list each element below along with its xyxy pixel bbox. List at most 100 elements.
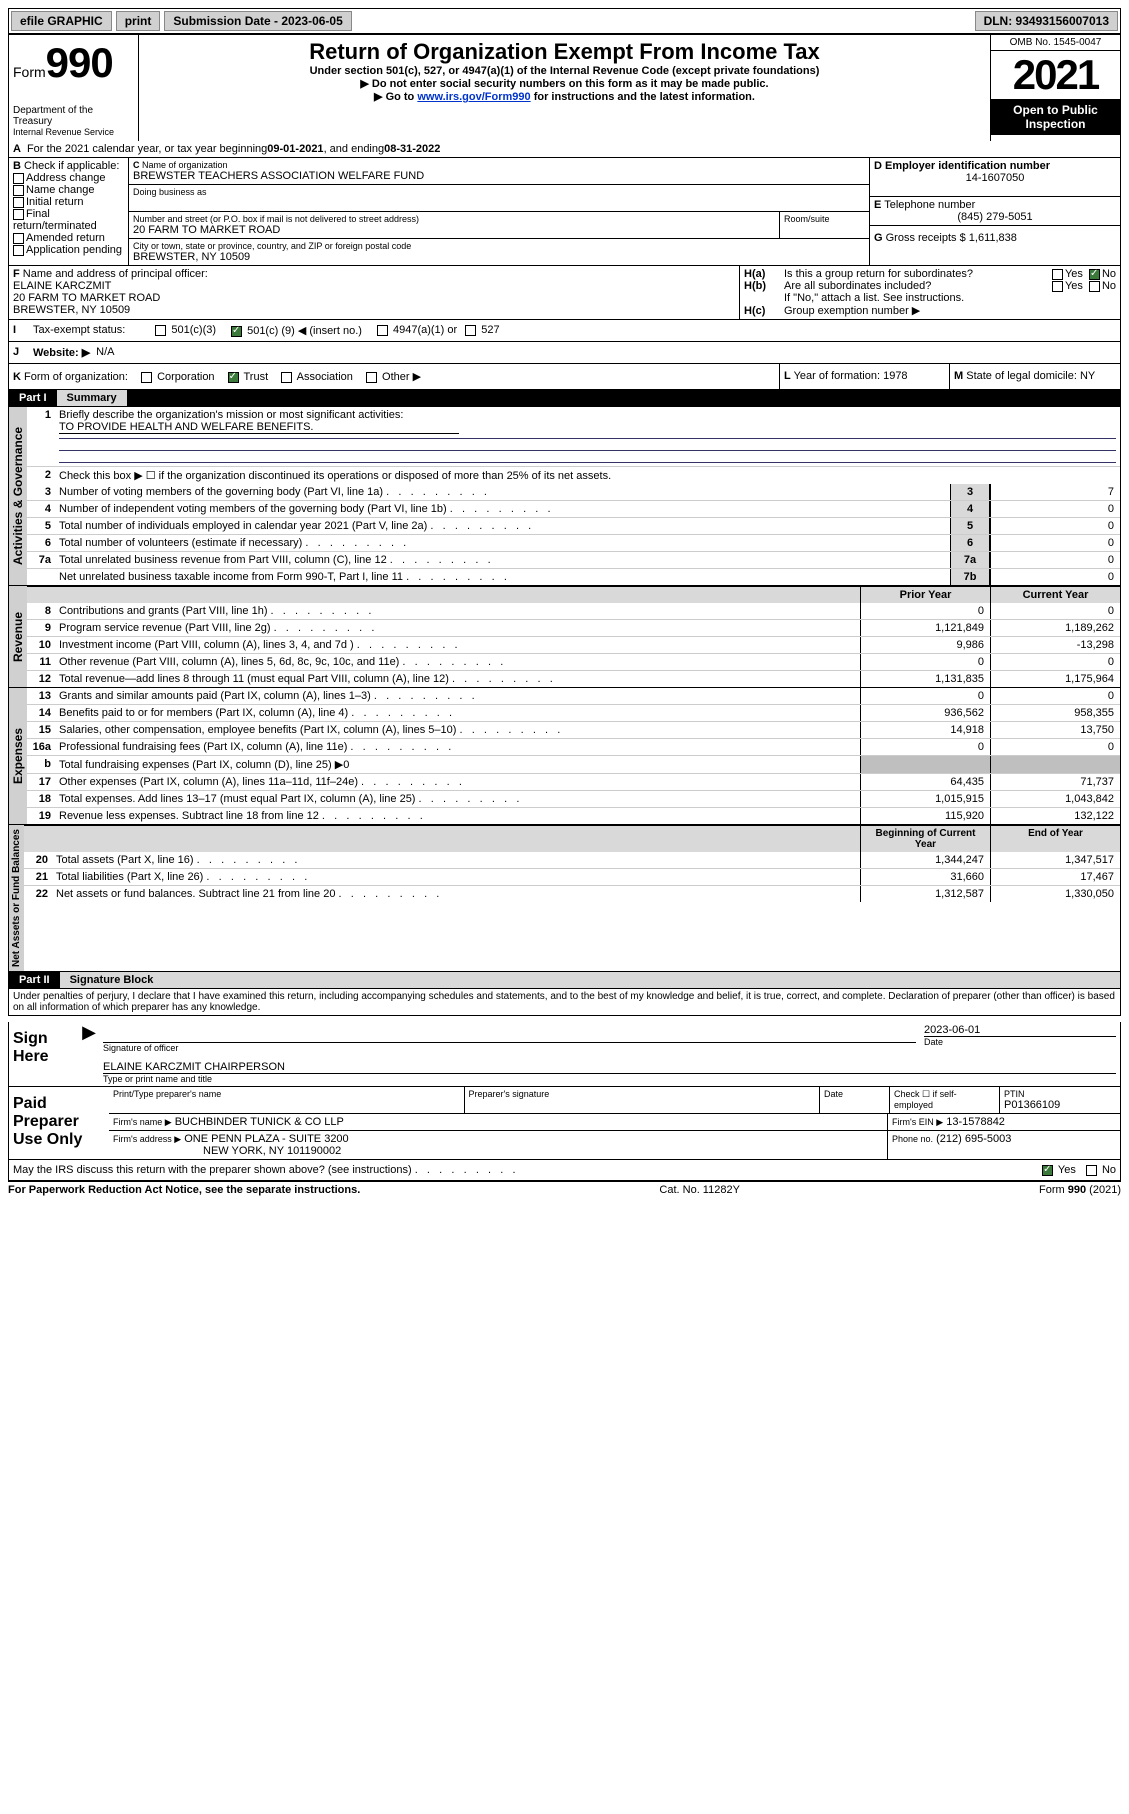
hb-no: No [1102, 280, 1116, 292]
cb-label-2: Initial return [26, 196, 83, 208]
exp-line-19: 19Revenue less expenses. Subtract line 1… [27, 807, 1120, 824]
part-i-header: Part I Summary [8, 390, 1121, 407]
col-current: Current Year [990, 587, 1120, 603]
checkbox-hb-yes[interactable] [1052, 281, 1063, 292]
checkbox-hb-no[interactable] [1089, 281, 1100, 292]
letter-f: F [13, 268, 20, 280]
gov-line-7a: 7aTotal unrelated business revenue from … [27, 551, 1120, 568]
phone-label: Telephone number [884, 199, 975, 211]
tax-year: 2021 [991, 51, 1120, 99]
checkbox-trust[interactable] [228, 372, 239, 383]
letter-e: E [874, 199, 881, 211]
form990-link[interactable]: www.irs.gov/Form990 [417, 91, 530, 103]
rev-line-12: 12Total revenue—add lines 8 through 11 (… [27, 670, 1120, 687]
rev-line-8: 8Contributions and grants (Part VIII, li… [27, 603, 1120, 619]
checkbox-assoc[interactable] [281, 372, 292, 383]
checkbox-application-pending[interactable] [13, 245, 24, 256]
footer-mid: Cat. No. 11282Y [659, 1184, 740, 1196]
city-label: City or town, state or province, country… [133, 241, 865, 251]
section-expenses: Expenses 13Grants and similar amounts pa… [8, 688, 1121, 825]
section-netassets: Net Assets or Fund Balances Beginning of… [8, 825, 1121, 972]
exp-line-b: bTotal fundraising expenses (Part IX, co… [27, 755, 1120, 773]
checkbox-discuss-no[interactable] [1086, 1165, 1097, 1176]
penalties-text: Under penalties of perjury, I declare th… [8, 989, 1121, 1016]
letter-m: M [954, 370, 963, 382]
corp-label: Corporation [157, 371, 214, 383]
exp-line-15: 15Salaries, other compensation, employee… [27, 721, 1120, 738]
col-begin: Beginning of Current Year [860, 826, 990, 852]
checkbox-corp[interactable] [141, 372, 152, 383]
gov-line-4: 4Number of independent voting members of… [27, 500, 1120, 517]
net-line-21: 21Total liabilities (Part X, line 26)31,… [24, 868, 1120, 885]
domicile-value: NY [1080, 370, 1095, 382]
officer-print-name: ELAINE KARCZMIT CHAIRPERSON [103, 1061, 1116, 1073]
checkbox-initial-return[interactable] [13, 197, 24, 208]
firm-addr1: ONE PENN PLAZA - SUITE 3200 [184, 1133, 348, 1145]
year-text-pre: For the 2021 calendar year, or tax year … [27, 143, 267, 155]
checkbox-ha-no[interactable] [1089, 269, 1100, 280]
hc-label: Group exemption number ▶ [784, 305, 920, 317]
mission-text: TO PROVIDE HEALTH AND WELFARE BENEFITS. [59, 421, 459, 434]
exp-line-17: 17Other expenses (Part IX, column (A), l… [27, 773, 1120, 790]
ptin-label: PTIN [1004, 1089, 1116, 1099]
website-label: Website: ▶ [33, 346, 90, 359]
checkbox-501c[interactable] [231, 326, 242, 337]
exempt-label: Tax-exempt status: [33, 324, 125, 337]
paid-preparer-block: Paid Preparer Use Only Print/Type prepar… [8, 1087, 1121, 1160]
checkbox-501c3[interactable] [155, 325, 166, 336]
year-form-value: 1978 [883, 370, 907, 382]
letter-g: G [874, 232, 883, 244]
firm-name: BUCHBINDER TUNICK & CO LLP [175, 1116, 344, 1128]
officer-label: Name and address of principal officer: [23, 268, 208, 280]
c3-label: 501(c)(3) [171, 324, 216, 336]
ein-value: 14-1607050 [874, 172, 1116, 184]
checkbox-discuss-yes[interactable] [1042, 1165, 1053, 1176]
irs-label: Internal Revenue Service [13, 127, 134, 137]
paid-preparer-label: Paid Preparer Use Only [9, 1087, 109, 1159]
checkbox-527[interactable] [465, 325, 476, 336]
checkbox-final-return[interactable] [13, 209, 24, 220]
arrow-icon: ▶ [79, 1022, 99, 1086]
firm-ein: 13-1578842 [946, 1116, 1005, 1128]
phone-value: (845) 279-5051 [874, 211, 1116, 223]
firm-phone: (212) 695-5003 [936, 1133, 1011, 1145]
open-public-inspection: Open to Public Inspection [991, 99, 1120, 135]
year-begin: 09-01-2021 [267, 143, 323, 155]
letter-hb: H(b) [744, 280, 784, 292]
discuss-q: May the IRS discuss this return with the… [13, 1164, 1042, 1176]
section-revenue: Revenue Prior Year Current Year 8Contrib… [8, 586, 1121, 688]
hb-yes: Yes [1065, 280, 1083, 292]
s527-label: 527 [481, 324, 499, 336]
checkbox-ha-yes[interactable] [1052, 269, 1063, 280]
discuss-row: May the IRS discuss this return with the… [8, 1160, 1121, 1181]
gov-line-5: 5Total number of individuals employed in… [27, 517, 1120, 534]
efile-label: efile GRAPHIC [11, 11, 112, 31]
net-line-20: 20Total assets (Part X, line 16)1,344,24… [24, 852, 1120, 868]
ha-no: No [1102, 268, 1116, 280]
checkbox-address-change[interactable] [13, 173, 24, 184]
letter-j: J [13, 346, 33, 359]
officer-addr2: BREWSTER, NY 10509 [13, 304, 735, 316]
line-j-website: J Website: ▶ N/A [8, 342, 1121, 364]
checkbox-other[interactable] [366, 372, 377, 383]
checkbox-name-change[interactable] [13, 185, 24, 196]
checkbox-amended-return[interactable] [13, 233, 24, 244]
letter-ha: H(a) [744, 268, 784, 280]
sign-here-block: Sign Here ▶ Signature of officer 2023-06… [8, 1022, 1121, 1087]
footer-right: Form 990 (2021) [1039, 1184, 1121, 1196]
form-id-box: Form990 Department of the Treasury Inter… [9, 35, 139, 141]
checkbox-4947[interactable] [377, 325, 388, 336]
letter-hc: H(c) [744, 305, 784, 317]
print-button[interactable]: print [116, 11, 161, 31]
trust-label: Trust [243, 371, 268, 383]
letter-a: A [13, 143, 21, 155]
l1-label: Briefly describe the organization's miss… [59, 409, 1116, 421]
part-ii-label: Part II [9, 972, 60, 988]
title-box: Return of Organization Exempt From Incom… [139, 35, 990, 141]
city-state-zip: BREWSTER, NY 10509 [133, 251, 865, 263]
letter-d: D [874, 160, 882, 172]
website-value: N/A [96, 346, 114, 359]
other-label: Other ▶ [382, 371, 421, 383]
gov-line-7b: Net unrelated business taxable income fr… [27, 568, 1120, 585]
street-label: Number and street (or P.O. box if mail i… [133, 214, 775, 224]
